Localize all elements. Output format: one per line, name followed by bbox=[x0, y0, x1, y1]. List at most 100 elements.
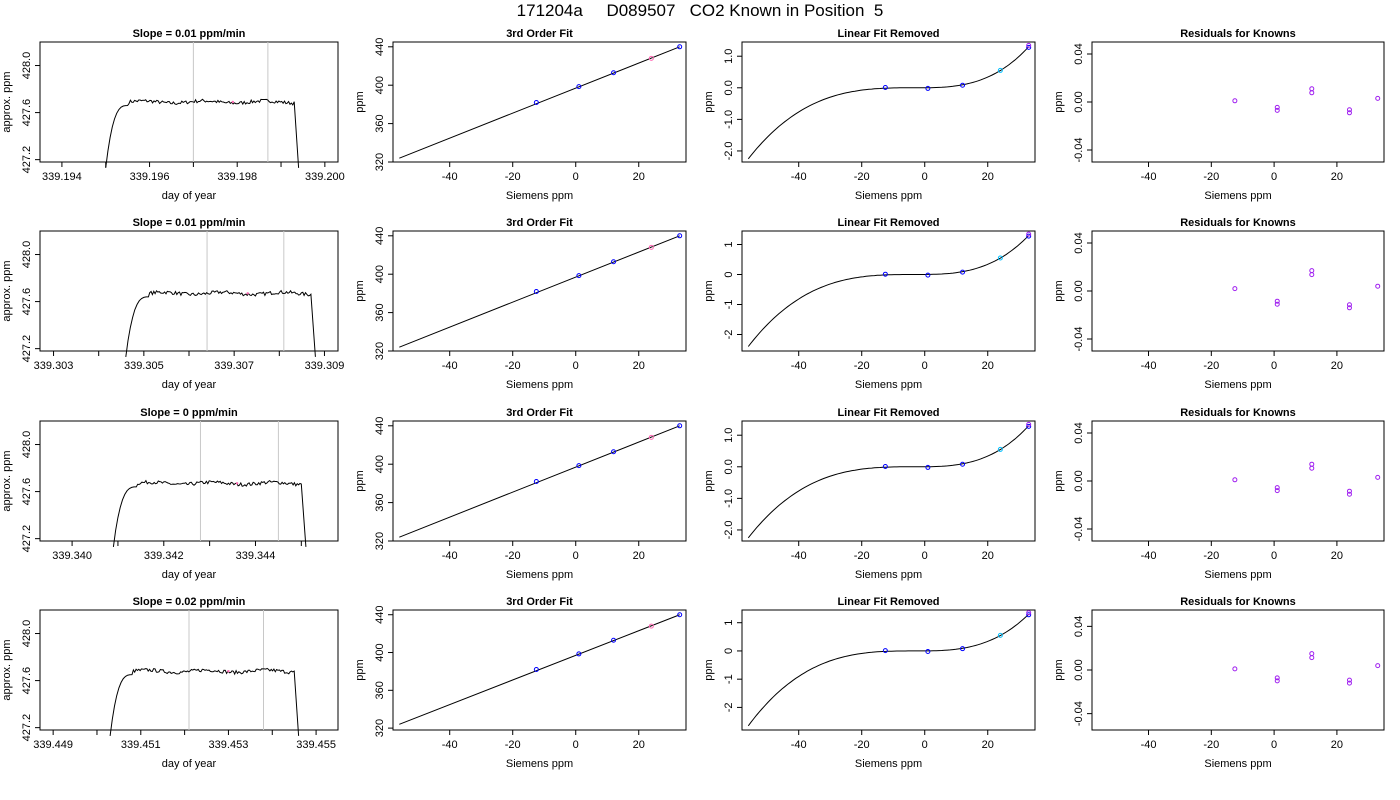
linfit-data-point bbox=[925, 85, 931, 91]
resid-data-point bbox=[1309, 461, 1315, 467]
fit-plot-frame bbox=[392, 420, 687, 542]
resid-x-axis-label: Siemens ppm bbox=[1204, 190, 1271, 202]
linfit-data-point bbox=[960, 461, 966, 467]
resid-data-point bbox=[1346, 677, 1352, 683]
resid-y-tick-label: 0.00 bbox=[1073, 470, 1085, 491]
linfit-x-tick-label: 20 bbox=[982, 360, 994, 372]
fit-x-axis-label: Siemens ppm bbox=[506, 758, 573, 770]
trace-x-tick-label: 339.303 bbox=[34, 360, 74, 372]
resid-data-point bbox=[1274, 488, 1280, 494]
resid-y-tick-label: 0.04 bbox=[1073, 232, 1085, 253]
resid-y-tick-label: 0.04 bbox=[1073, 616, 1085, 637]
resid-y-tick-label: -0.04 bbox=[1073, 516, 1085, 541]
linfit-data-point bbox=[882, 84, 888, 90]
trace-plot-title: Slope = 0.01 ppm/min bbox=[133, 28, 246, 40]
fit-y-tick-label: 440 bbox=[374, 227, 386, 245]
linfit-y-tick-label: -1 bbox=[723, 300, 735, 310]
trace-mark-point bbox=[227, 669, 230, 673]
fit-y-axis-label: ppm bbox=[354, 91, 366, 112]
fit-line bbox=[399, 46, 680, 159]
fit-y-tick-label: 400 bbox=[374, 265, 386, 283]
trace-y-tick-label: 427.6 bbox=[21, 478, 33, 506]
linfit-x-tick-label: -20 bbox=[854, 739, 870, 751]
resid-x-axis-label: Siemens ppm bbox=[1204, 569, 1271, 581]
linfit-x-tick-label: -40 bbox=[791, 171, 807, 183]
fit-y-tick-label: 440 bbox=[374, 417, 386, 435]
fit-y-tick-label: 440 bbox=[374, 38, 386, 56]
resid-x-tick-label: 20 bbox=[1331, 171, 1343, 183]
fit-plot-title: 3rd Order Fit bbox=[506, 28, 573, 40]
resid-plot-frame bbox=[1091, 41, 1385, 163]
linfit-x-tick-label: 20 bbox=[982, 171, 994, 183]
linfit-data-point bbox=[882, 271, 888, 277]
trace-y-tick-label: 427.2 bbox=[21, 714, 33, 742]
linfit-x-axis-label: Siemens ppm bbox=[855, 379, 922, 391]
fit-x-tick-label: 20 bbox=[633, 360, 645, 372]
fit-y-tick-label: 400 bbox=[374, 455, 386, 473]
fit-data-point bbox=[576, 463, 582, 469]
linfit-data-point bbox=[925, 464, 931, 470]
fit-data-point bbox=[611, 637, 617, 643]
trace-x-tick-label: 339.342 bbox=[144, 550, 184, 562]
resid-data-point bbox=[1274, 485, 1280, 491]
fit-data-point bbox=[533, 99, 539, 105]
linfit-data-point bbox=[997, 67, 1003, 73]
linfit-x-tick-label: -40 bbox=[791, 739, 807, 751]
trace-y-tick-label: 428.0 bbox=[21, 431, 33, 459]
resid-data-point bbox=[1309, 272, 1315, 278]
trace-x-tick-label: 339.309 bbox=[305, 360, 345, 372]
resid-y-tick-label: -0.04 bbox=[1073, 701, 1085, 726]
resid-data-point bbox=[1309, 651, 1315, 657]
fit-data-point bbox=[677, 44, 683, 50]
resid-x-tick-label: 20 bbox=[1331, 360, 1343, 372]
trace-y-axis-label: approx. ppm bbox=[1, 639, 13, 700]
linfit-data-point bbox=[1026, 421, 1032, 427]
linfit-plot-title: Linear Fit Removed bbox=[837, 217, 939, 229]
resid-x-tick-label: -20 bbox=[1203, 739, 1219, 751]
linfit-data-point bbox=[1026, 423, 1032, 429]
linfit-data-point bbox=[997, 446, 1003, 452]
fit-data-point bbox=[576, 84, 582, 90]
fit-y-tick-label: 400 bbox=[374, 76, 386, 94]
linfit-plot-title: Linear Fit Removed bbox=[837, 596, 939, 608]
resid-x-tick-label: 20 bbox=[1331, 739, 1343, 751]
linfit-data-point bbox=[1026, 610, 1032, 616]
resid-data-point bbox=[1346, 302, 1352, 308]
trace-series-line bbox=[109, 667, 300, 736]
resid-data-point bbox=[1375, 663, 1381, 669]
resid-data-point bbox=[1346, 680, 1352, 686]
trace-x-tick-label: 339.200 bbox=[305, 171, 345, 183]
fit-data-point bbox=[648, 623, 654, 629]
linfit-curve bbox=[747, 46, 1030, 160]
fit-plot-frame bbox=[392, 609, 687, 731]
resid-data-point bbox=[1232, 666, 1238, 672]
fit-x-tick-label: 0 bbox=[573, 171, 579, 183]
resid-y-axis-label: ppm bbox=[1053, 280, 1065, 301]
fit-x-tick-label: -20 bbox=[505, 550, 521, 562]
fit-data-point bbox=[648, 55, 654, 61]
linfit-y-tick-label: -2.0 bbox=[723, 520, 735, 539]
linfit-x-tick-label: 0 bbox=[922, 171, 928, 183]
resid-data-point bbox=[1274, 298, 1280, 304]
fit-data-point bbox=[533, 667, 539, 673]
fit-x-axis-label: Siemens ppm bbox=[506, 569, 573, 581]
trace-y-tick-label: 428.0 bbox=[21, 52, 33, 80]
resid-x-tick-label: -40 bbox=[1141, 171, 1157, 183]
fit-plot-title: 3rd Order Fit bbox=[506, 217, 573, 229]
trace-mark-point bbox=[246, 292, 249, 295]
resid-data-point bbox=[1309, 655, 1315, 661]
trace-y-tick-label: 428.0 bbox=[21, 620, 33, 648]
resid-data-point bbox=[1274, 678, 1280, 684]
linfit-curve bbox=[747, 425, 1030, 539]
fit-y-tick-label: 360 bbox=[374, 681, 386, 699]
resid-plot-title: Residuals for Knowns bbox=[1180, 596, 1296, 608]
resid-plot-frame bbox=[1091, 420, 1385, 542]
fit-plot-title: 3rd Order Fit bbox=[506, 596, 573, 608]
fit-line bbox=[399, 235, 680, 348]
linfit-data-point bbox=[997, 632, 1003, 638]
trace-x-tick-label: 339.451 bbox=[121, 739, 161, 751]
page-title: 171204a D089507 CO2 Known in Position 5 bbox=[516, 1, 884, 20]
resid-x-tick-label: -40 bbox=[1141, 360, 1157, 372]
resid-x-tick-label: -40 bbox=[1141, 739, 1157, 751]
fit-data-point bbox=[576, 651, 582, 657]
